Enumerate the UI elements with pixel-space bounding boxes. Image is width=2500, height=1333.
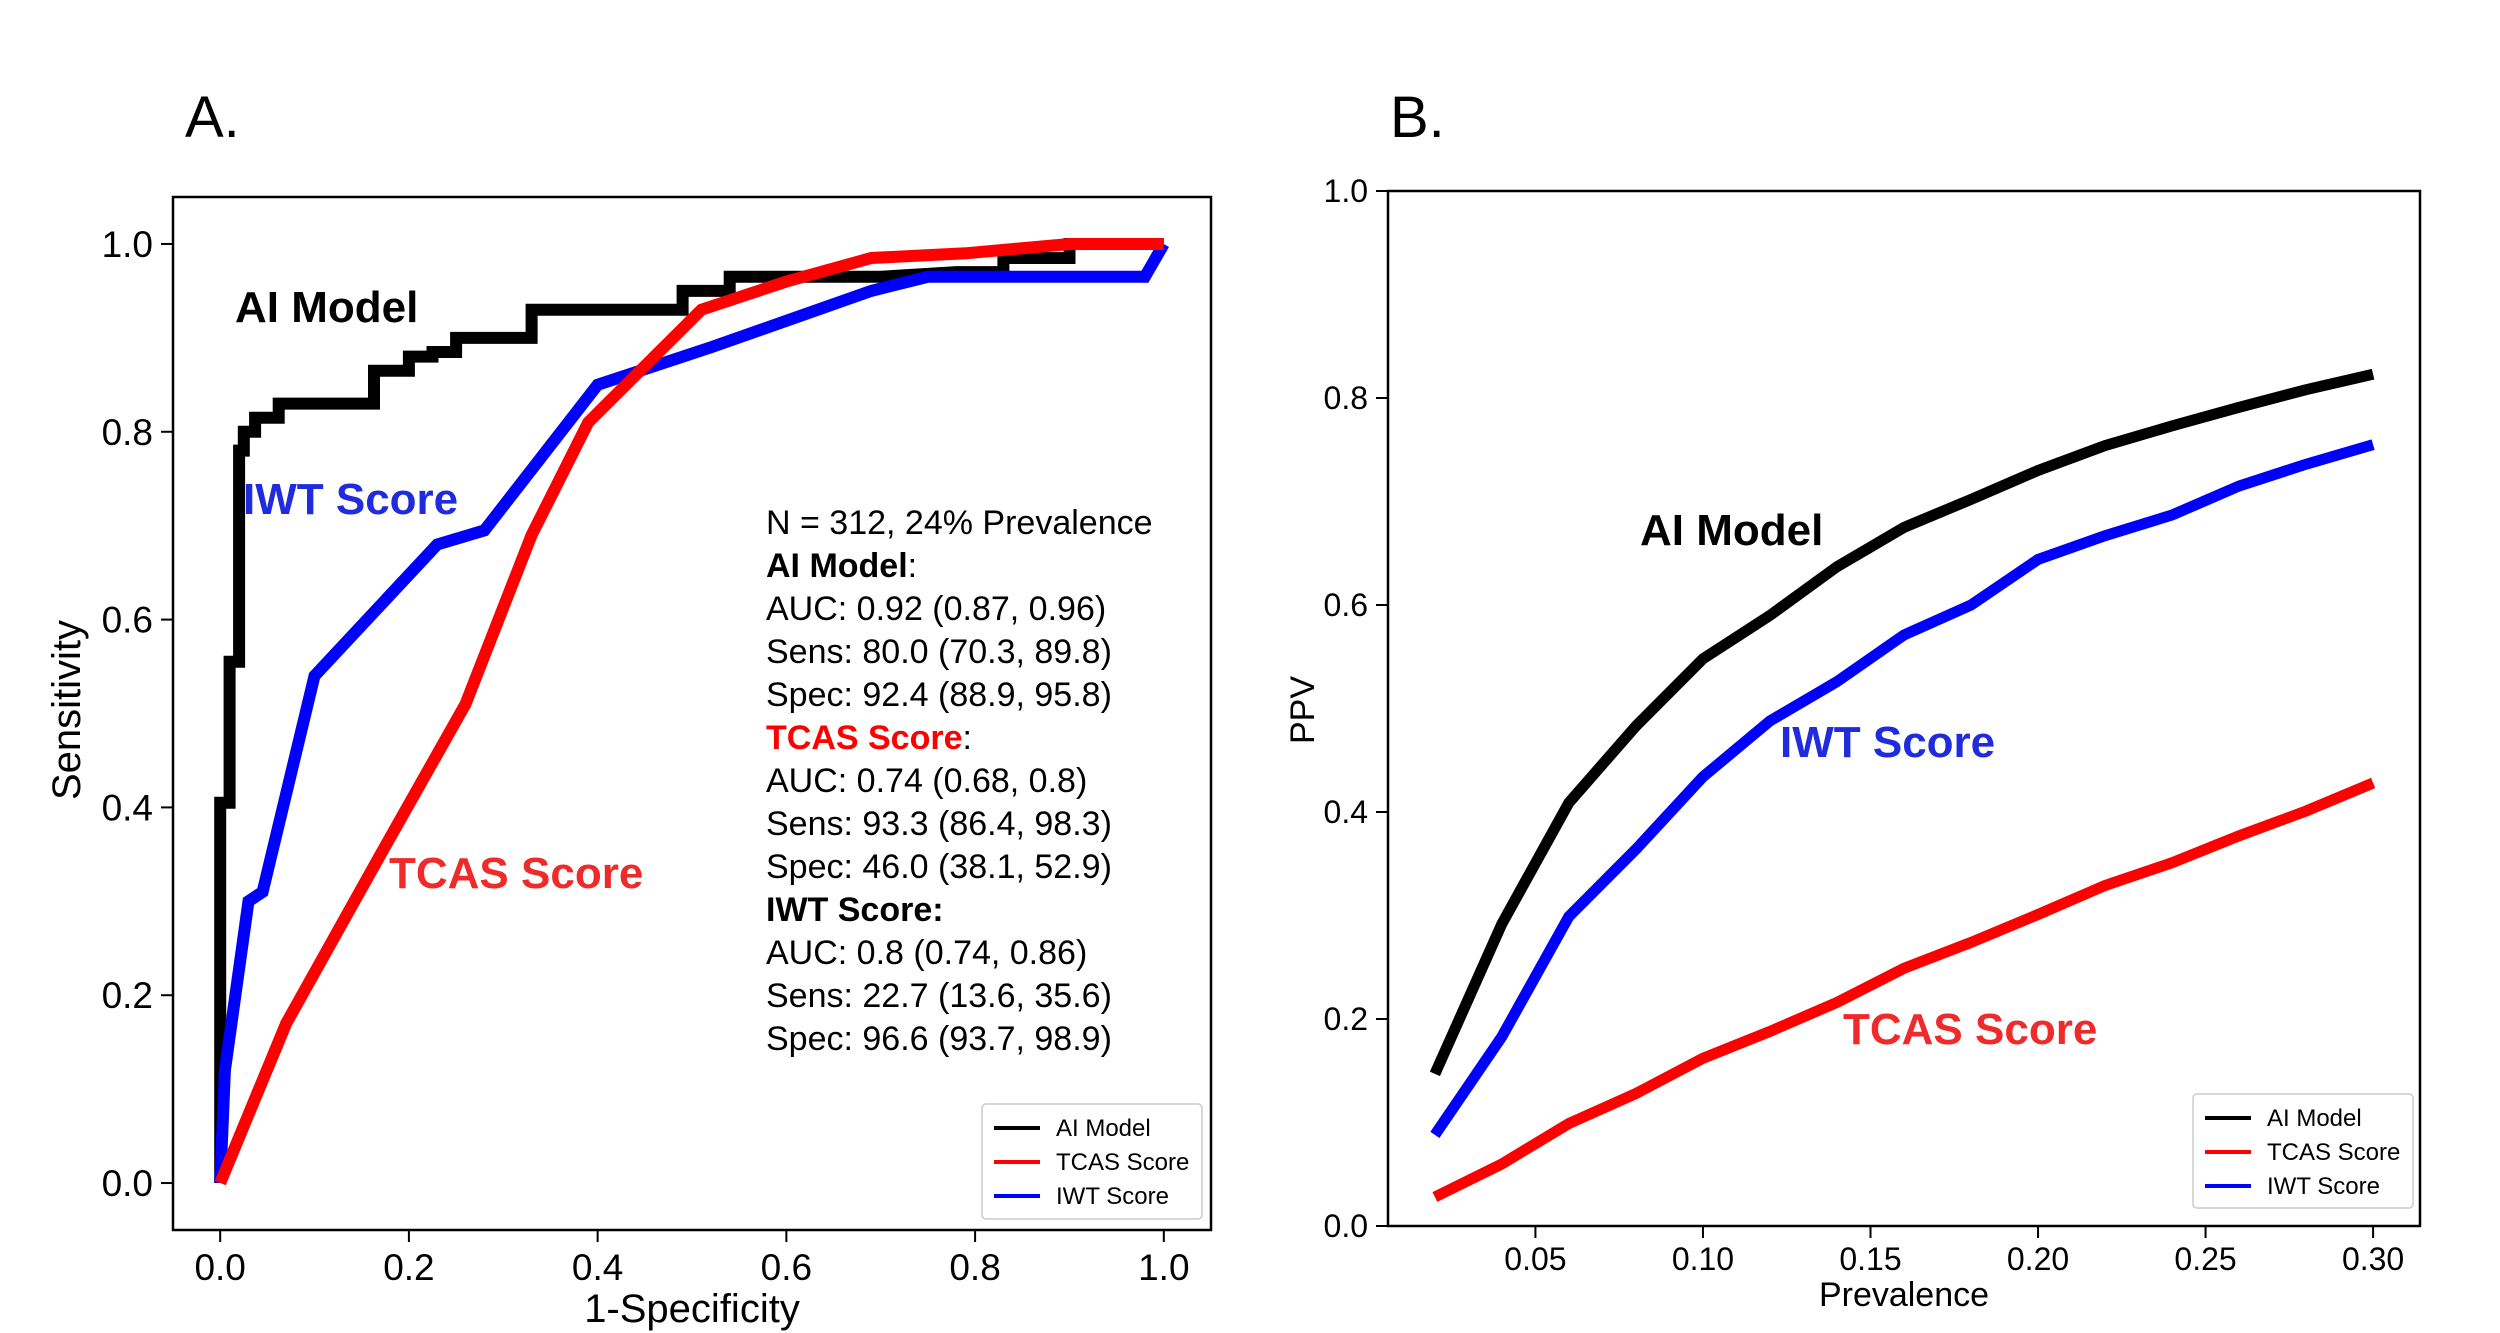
panel-a-x-tick-label: 0.6 [761,1247,812,1288]
panel-b-series-tcas-score-line [1432,777,2376,1202]
panel-a-series-iwt-score-line [214,241,1169,1184]
panel-b-y-tick-label: 0.4 [1324,794,1368,830]
panel-a-legend-box [981,1103,1203,1220]
panel-b-x-tick-label: 0.05 [1504,1241,1566,1277]
panel-a-tcas-score-curve-label: TCAS Score [389,849,643,898]
panel-a-x-tick-label: 1.0 [1138,1247,1189,1288]
panel-b-legend-label-ai-model: AI Model [2267,1105,2362,1132]
panel-b-ai-model-curve-label: AI Model [1640,506,1823,555]
stats-tcas-suffix: : [963,719,972,757]
panel-a-y-tick-label: 0.2 [102,975,153,1016]
panel-a-y-tick-label: 0.8 [102,412,153,453]
panel-b-y-ticks: 0.0 0.2 0.4 0.6 0.8 1.0 [1324,173,1388,1244]
stats-iwt-heading: IWT Score: [766,891,944,929]
panel-b-y-tick-label: 0.6 [1324,587,1368,623]
panel-a-series-ai-model-line [214,238,1164,1183]
panel-b-y-axis-label: PPV [1284,676,1322,744]
panel-a-y-tick-label: 0.4 [102,787,153,828]
panel-a-y-tick-label: 1.0 [102,224,153,265]
panel-a-x-ticks: 0.0 0.2 0.4 0.6 0.8 1.0 [194,1230,1190,1288]
panel-a-x-tick-label: 0.0 [194,1247,245,1288]
panel-a-series-tcas-score-line [214,238,1164,1186]
panel-b-y-tick-label: 1.0 [1324,173,1368,209]
panel-a-legend-label-tcas-score: TCAS Score [1056,1149,1189,1176]
panel-b-y-tick-label: 0.2 [1324,1001,1368,1037]
panel-a-iwt-score-curve-label: IWT Score [243,475,458,524]
panel-b-tcas-score-curve-label: TCAS Score [1843,1005,2097,1054]
panel-b-legend-label-tcas-score: TCAS Score [2267,1139,2400,1166]
stats-ai-model-name: AI Model [766,547,908,585]
panel-a-ai-model-curve-label: AI Model [235,283,418,332]
panel-b-legend-label-iwt-score: IWT Score [2267,1173,2380,1200]
panel-a-stats-annotation: N = 312, 24% Prevalence AI Model: AUC: 0… [766,504,1153,1058]
panel-a: A. 0.0 0.2 0.4 0.6 0.8 1.0 0.0 0.2 0.4 0.6 0.8 1.0… [45,85,1213,1331]
panel-a-y-axis-label: Sensitivity [45,620,89,800]
stats-ai-model-sens: Sens: 80.0 (70.3, 89.8) [766,633,1112,671]
panel-b-x-ticks: 0.05 0.10 0.15 0.20 0.25 0.30 [1504,1226,2404,1277]
panel-a-y-tick-label: 0.0 [102,1163,153,1204]
panel-a-curves [214,238,1169,1186]
stats-iwt-auc: AUC: 0.8 (0.74, 0.86) [766,934,1087,972]
stats-ai-model-auc: AUC: 0.92 (0.87, 0.96) [766,590,1106,628]
panel-b-iwt-score-curve-label: IWT Score [1780,718,1995,767]
stats-ai-model-heading: AI Model: [766,547,917,585]
panel-b-x-axis-label: Prevalence [1819,1276,1989,1314]
panel-b-x-tick-label: 0.25 [2174,1241,2236,1277]
panel-a-x-tick-label: 0.2 [383,1247,434,1288]
stats-tcas-heading: TCAS Score: [766,719,972,757]
panel-a-legend: AI Model TCAS Score IWT Score [981,1103,1203,1220]
stats-tcas-name: TCAS Score [766,719,963,757]
panel-b-letter: B. [1390,85,1445,150]
panel-a-y-ticks: 0.0 0.2 0.4 0.6 0.8 1.0 [102,224,173,1204]
panel-b-legend-box [2192,1093,2414,1209]
panel-b-curves [1429,368,2376,1202]
panel-a-legend-label-iwt-score: IWT Score [1056,1183,1169,1210]
panel-b-series-ai-model-line [1429,368,2375,1077]
stats-iwt-sens: Sens: 22.7 (13.6, 35.6) [766,977,1112,1015]
panel-a-plot-frame [171,195,1213,1232]
panel-b: B. 0.05 0.10 0.15 0.20 0.25 0.30 0.0 0.2 0.4 0.6… [1284,85,2422,1314]
panel-b-y-tick-label: 0.0 [1324,1208,1368,1244]
stats-header: N = 312, 24% Prevalence [766,504,1153,542]
stats-ai-model-suffix: : [908,547,917,585]
panel-b-x-tick-label: 0.10 [1672,1241,1734,1277]
panel-b-legend: AI Model TCAS Score IWT Score [2192,1093,2414,1209]
stats-tcas-sens: Sens: 93.3 (86.4, 98.3) [766,805,1112,843]
panel-a-legend-label-ai-model: AI Model [1056,1115,1151,1142]
panel-b-y-tick-label: 0.8 [1324,380,1368,416]
panel-a-letter: A. [185,85,240,150]
stats-ai-model-spec: Spec: 92.4 (88.9, 95.8) [766,676,1112,714]
panel-b-x-tick-label: 0.30 [2342,1241,2404,1277]
panel-b-x-tick-label: 0.15 [1839,1241,1901,1277]
panel-b-series-iwt-score-line [1430,439,2375,1138]
panel-a-x-tick-label: 0.8 [949,1247,1000,1288]
panel-a-x-axis-label: 1-Specificity [584,1287,800,1331]
stats-iwt-spec: Spec: 96.6 (93.7, 98.9) [766,1020,1112,1058]
panel-b-x-tick-label: 0.20 [2007,1241,2069,1277]
panel-a-y-tick-label: 0.6 [102,600,153,641]
panel-a-x-tick-label: 0.4 [572,1247,623,1288]
stats-tcas-spec: Spec: 46.0 (38.1, 52.9) [766,848,1112,886]
panel-b-plot-frame [1386,189,2422,1228]
stats-tcas-auc: AUC: 0.74 (0.68, 0.8) [766,762,1087,800]
